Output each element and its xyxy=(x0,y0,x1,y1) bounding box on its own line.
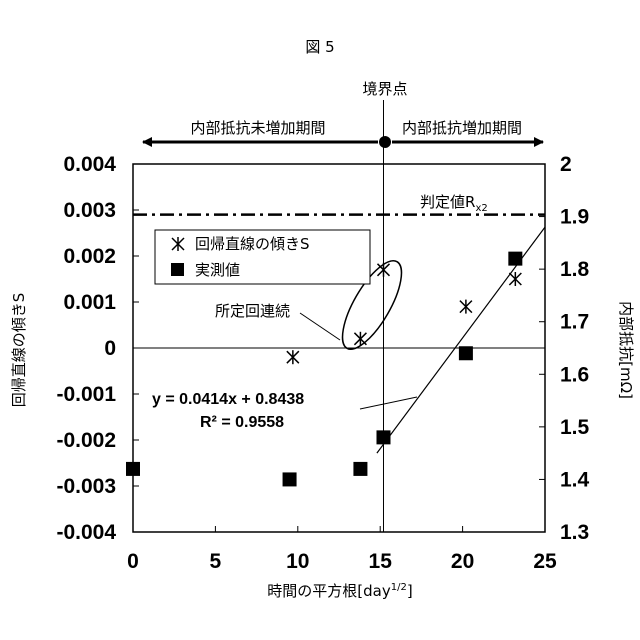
legend: 回帰直線の傾きS 実測値 xyxy=(155,230,370,284)
slope-point xyxy=(509,272,521,286)
measured-series xyxy=(126,252,522,487)
y-left-tick-label: -0.004 xyxy=(56,521,116,544)
slope-point xyxy=(287,350,299,364)
measured-point xyxy=(459,346,473,360)
measured-point xyxy=(376,430,390,444)
y-right-tick-label: 2 xyxy=(560,153,572,176)
y-right-tick-label: 1.5 xyxy=(560,416,590,439)
measured-point xyxy=(508,252,522,266)
y-right-tick-label: 1.9 xyxy=(560,206,589,229)
y-right-tick-label: 1.8 xyxy=(560,258,590,281)
y-left-tick-label: -0.003 xyxy=(56,475,116,498)
y-left-axis-label: 回帰直線の傾きS xyxy=(10,293,28,408)
boundary-label: 境界点 xyxy=(362,80,407,98)
x-tick-label: 5 xyxy=(210,550,222,573)
y-left-tick-label: 0.004 xyxy=(63,153,116,176)
y-left-tick-label: -0.001 xyxy=(56,383,116,406)
y-left-tick-label: 0.001 xyxy=(63,291,116,314)
measured-point xyxy=(353,462,367,476)
period-after-label: 内部抵抗増加期間 xyxy=(402,119,522,137)
trend-r2: R² = 0.9558 xyxy=(200,414,284,431)
legend-square-icon xyxy=(171,263,184,276)
boundary-dot xyxy=(379,136,391,148)
legend-label-measured: 実測値 xyxy=(195,261,240,279)
y-right-tick-label: 1.4 xyxy=(560,468,590,491)
y-right-tick-label: 1.3 xyxy=(560,521,589,544)
measured-point xyxy=(126,462,140,476)
y-left-tick-labels: 0.004 0.003 0.002 0.001 0 -0.001 -0.002 -0.003 -… xyxy=(56,153,139,544)
slope-point xyxy=(460,300,472,314)
measured-point xyxy=(283,472,297,486)
threshold-label: 判定値Rx2 xyxy=(420,193,488,214)
x-tick-label: 15 xyxy=(369,550,393,573)
annotation-leader xyxy=(300,313,340,340)
period-before-label: 内部抵抗未増加期間 xyxy=(190,119,325,137)
x-axis-label: 時間の平方根[day1/2] xyxy=(267,582,412,600)
equation-leader xyxy=(360,397,417,409)
y-right-tick-labels: 2 1.9 1.8 1.7 1.6 1.5 1.4 1.3 xyxy=(539,153,590,544)
annotation-label: 所定回連続 xyxy=(215,302,290,320)
y-right-tick-label: 1.6 xyxy=(560,363,589,386)
y-right-tick-label: 1.7 xyxy=(560,311,589,334)
x-tick-label: 20 xyxy=(451,550,474,573)
legend-label-slope: 回帰直線の傾きS xyxy=(195,235,310,253)
y-right-axis-label: 内部抵抗[mΩ] xyxy=(617,301,635,399)
y-left-tick-label: 0.003 xyxy=(63,199,116,222)
slope-point xyxy=(354,332,366,346)
y-left-tick-label: -0.002 xyxy=(56,429,116,452)
figure-label: 図 5 xyxy=(305,38,334,56)
y-left-tick-label: 0 xyxy=(104,337,116,360)
trend-equation: y = 0.0414x + 0.8438 xyxy=(152,391,304,408)
x-tick-labels: 0 5 10 15 20 25 xyxy=(127,526,557,573)
x-tick-label: 25 xyxy=(533,550,557,573)
y-left-tick-label: 0.002 xyxy=(63,245,116,268)
x-tick-label: 10 xyxy=(286,550,309,573)
x-tick-label: 0 xyxy=(127,550,139,573)
slope-point xyxy=(377,263,389,277)
